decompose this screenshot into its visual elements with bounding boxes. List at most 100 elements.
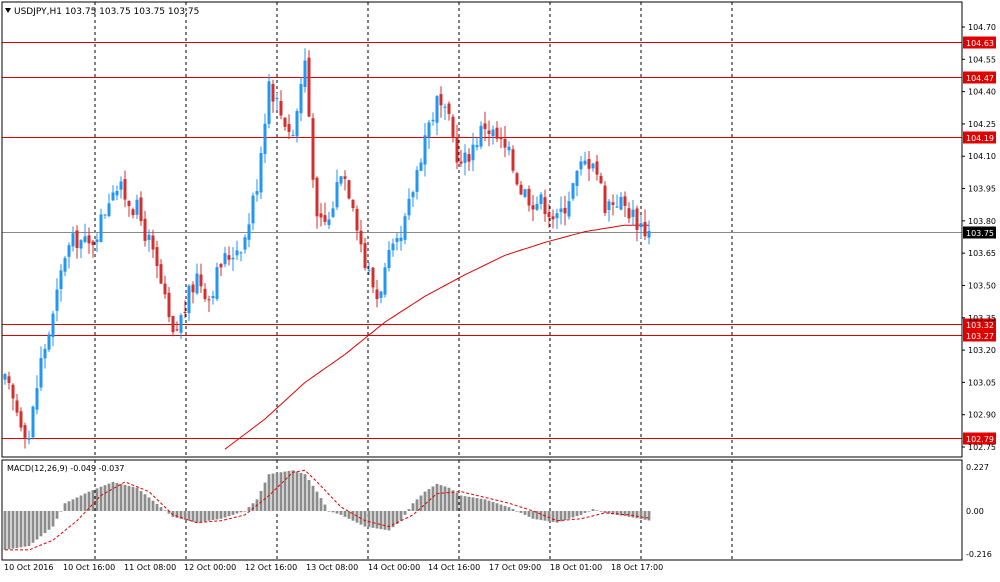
- candle-body: [179, 315, 183, 333]
- macd-histogram-bar: [563, 511, 567, 521]
- macd-histogram-bar: [267, 474, 271, 511]
- candle-body: [371, 267, 375, 288]
- macd-histogram-bar: [167, 511, 171, 514]
- macd-histogram-bar: [279, 472, 283, 511]
- macd-histogram-bar: [115, 482, 119, 511]
- macd-histogram-bar: [431, 486, 435, 511]
- macd-pane-border: [1, 459, 963, 561]
- candle-body: [315, 177, 319, 217]
- candle-body: [147, 234, 151, 241]
- macd-histogram-bar: [471, 497, 475, 511]
- level-price-label: 104.47: [966, 74, 994, 83]
- time-axis-label: 13 Oct 08:00: [306, 563, 358, 572]
- candle-body: [467, 154, 471, 162]
- macd-histogram-bar: [455, 492, 459, 511]
- candle-body: [575, 170, 579, 186]
- level-price-tag: [963, 36, 996, 49]
- macd-histogram-bar: [99, 486, 103, 511]
- macd-histogram-bar: [347, 511, 351, 519]
- candle-body: [427, 122, 431, 138]
- price-tick-label: 104.25: [968, 120, 996, 129]
- candle-body: [403, 216, 407, 240]
- macd-histogram-bar: [87, 491, 91, 511]
- candle-body: [439, 94, 443, 106]
- candle-body: [71, 233, 75, 247]
- macd-histogram-bar: [587, 511, 591, 512]
- macd-histogram-bar: [423, 491, 427, 511]
- candle-body: [335, 182, 339, 208]
- macd-histogram-bar: [103, 485, 107, 511]
- candle-body: [67, 245, 71, 257]
- macd-histogram-bar: [291, 470, 295, 511]
- current-price-tag: [963, 226, 996, 239]
- macd-histogram-bar: [223, 511, 227, 518]
- macd-histogram-bar: [475, 498, 479, 511]
- price-tick-label: 103.20: [968, 346, 996, 355]
- macd-histogram-bar: [83, 493, 87, 511]
- macd-histogram-bar: [7, 511, 11, 550]
- candle-body: [363, 243, 367, 269]
- macd-histogram-bar: [259, 490, 263, 511]
- macd-histogram-bar: [387, 511, 391, 531]
- candle-body: [499, 137, 503, 140]
- macd-histogram-bar: [215, 511, 219, 520]
- candle-body: [151, 235, 155, 250]
- macd-histogram-bar: [603, 511, 607, 513]
- macd-histogram-bar: [3, 511, 7, 550]
- macd-histogram-bar: [507, 507, 511, 511]
- candle-body: [123, 179, 127, 200]
- macd-histogram-bar: [135, 487, 139, 511]
- time-axis-label: 12 Oct 00:00: [184, 563, 236, 572]
- candle-body: [299, 84, 303, 114]
- macd-histogram-bar: [183, 511, 187, 520]
- macd-histogram-bar: [163, 510, 167, 511]
- candle-body: [583, 160, 587, 165]
- candle-body: [323, 215, 327, 222]
- price-tick-label: 103.50: [968, 281, 996, 290]
- level-price-tag: [963, 432, 996, 445]
- candle-body: [563, 207, 567, 214]
- candle-body: [111, 192, 115, 201]
- macd-histogram-bar: [71, 499, 75, 511]
- macd-histogram-bar: [367, 511, 371, 528]
- macd-histogram-bar: [235, 511, 239, 514]
- candle-body: [235, 250, 239, 256]
- macd-histogram-bar: [575, 511, 579, 517]
- candle-body: [99, 214, 103, 243]
- candle-body: [275, 97, 279, 100]
- candle-body: [79, 240, 83, 249]
- candle-body: [271, 83, 275, 102]
- candle-body: [199, 274, 203, 287]
- candle-body: [207, 299, 211, 301]
- candle-body: [447, 103, 451, 114]
- macd-histogram-bar: [123, 484, 127, 511]
- macd-histogram-bar: [427, 489, 431, 511]
- macd-histogram-bar: [359, 511, 363, 525]
- time-axis-label: 17 Oct 09:00: [489, 563, 541, 572]
- macd-histogram-bar: [67, 501, 71, 511]
- time-axis-label: 18 Oct 01:00: [550, 563, 602, 572]
- candle-body: [547, 212, 551, 218]
- candle-body: [607, 201, 611, 210]
- candle-body: [191, 284, 195, 293]
- candle-body: [211, 296, 215, 299]
- macd-histogram-bar: [91, 490, 95, 511]
- candle-body: [487, 130, 491, 134]
- candle-body: [343, 176, 347, 179]
- candle-body: [515, 173, 519, 185]
- candle-body: [59, 270, 63, 290]
- candle-body: [195, 273, 199, 294]
- candle-body: [503, 138, 507, 148]
- macd-histogram-bar: [395, 511, 399, 524]
- macd-histogram-bar: [467, 496, 471, 511]
- candle-body: [359, 230, 363, 245]
- candle-body: [611, 202, 615, 205]
- candle-body: [291, 134, 295, 136]
- macd-histogram-bar: [579, 511, 583, 515]
- candle-body: [43, 348, 47, 359]
- macd-histogram-bar: [495, 503, 499, 511]
- dropdown-triangle-icon[interactable]: [5, 8, 11, 13]
- macd-histogram-bar: [479, 498, 483, 511]
- macd-histogram-bar: [143, 494, 147, 511]
